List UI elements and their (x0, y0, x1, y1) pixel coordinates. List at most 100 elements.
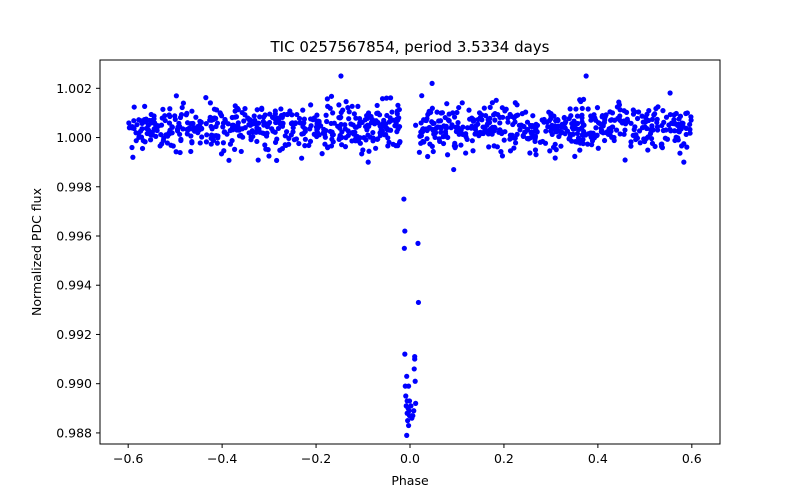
baseline-point (198, 119, 204, 125)
baseline-point (466, 107, 472, 113)
baseline-point (442, 114, 448, 121)
baseline-point (577, 147, 583, 153)
baseline-point (373, 145, 379, 151)
baseline-point (512, 140, 519, 146)
baseline-point (314, 121, 320, 127)
baseline-point (637, 140, 643, 146)
baseline-point (290, 125, 296, 131)
baseline-point (591, 112, 597, 118)
baseline-point (213, 107, 220, 113)
baseline-point (654, 127, 661, 133)
baseline-point (229, 122, 236, 128)
outlier-point (416, 149, 422, 155)
baseline-point (157, 143, 163, 149)
baseline-point (265, 147, 271, 153)
baseline-point (636, 109, 642, 115)
baseline-point (575, 135, 582, 141)
baseline-point (378, 126, 384, 132)
baseline-point (203, 95, 209, 101)
transit-point (415, 299, 422, 306)
baseline-point (131, 118, 137, 124)
outlier-point (383, 95, 390, 101)
baseline-point (564, 128, 571, 134)
baseline-point (569, 138, 575, 144)
baseline-point (284, 129, 290, 135)
baseline-point (184, 110, 190, 116)
baseline-point (342, 122, 348, 128)
baseline-point (247, 122, 253, 128)
baseline-point (240, 134, 246, 140)
baseline-point (340, 107, 346, 113)
baseline-point (469, 138, 475, 144)
baseline-point (177, 149, 183, 156)
transit-point (402, 351, 408, 357)
baseline-point (425, 153, 431, 160)
baseline-point (553, 118, 559, 124)
baseline-point (139, 145, 146, 152)
baseline-point (633, 133, 639, 140)
transit-point (405, 418, 411, 424)
outlier-point (426, 110, 432, 116)
baseline-point (489, 100, 495, 106)
baseline-point (601, 137, 608, 144)
baseline-point (203, 121, 209, 127)
baseline-point (617, 113, 623, 119)
baseline-point (143, 116, 149, 122)
baseline-point (642, 124, 648, 130)
baseline-point (417, 133, 423, 139)
baseline-point (145, 122, 151, 129)
baseline-point (446, 118, 452, 124)
transit-point (408, 413, 415, 419)
y-tick-label: 0.988 (56, 425, 92, 440)
baseline-point (291, 137, 297, 143)
baseline-point (454, 109, 460, 116)
baseline-point (527, 150, 533, 156)
baseline-point (688, 117, 694, 123)
baseline-point (480, 130, 486, 137)
baseline-point (230, 127, 236, 133)
baseline-point (173, 149, 179, 155)
baseline-point (197, 140, 203, 146)
baseline-point (460, 131, 466, 137)
baseline-point (177, 123, 183, 130)
baseline-point (636, 128, 643, 134)
baseline-point (677, 150, 683, 156)
baseline-point (649, 123, 655, 129)
baseline-point (279, 146, 286, 152)
baseline-point (142, 103, 148, 109)
baseline-point (450, 110, 456, 116)
baseline-point (275, 115, 281, 121)
baseline-point (364, 113, 370, 119)
baseline-point (353, 115, 359, 121)
baseline-point (577, 139, 583, 145)
baseline-point (278, 106, 284, 112)
baseline-point (184, 120, 191, 126)
outlier-point (338, 73, 344, 79)
baseline-point (579, 105, 585, 112)
x-tick-label: −0.2 (301, 451, 331, 466)
baseline-point (589, 142, 595, 148)
baseline-point (374, 136, 380, 142)
baseline-point (180, 100, 187, 106)
baseline-point (395, 102, 401, 108)
transit-point (411, 366, 417, 372)
baseline-point (210, 137, 217, 143)
baseline-point (189, 108, 195, 114)
baseline-point (613, 127, 620, 133)
baseline-point (208, 123, 214, 130)
transit-point (406, 398, 413, 404)
baseline-point (339, 134, 345, 141)
baseline-point (379, 96, 386, 102)
baseline-point (520, 133, 526, 139)
baseline-point (510, 121, 516, 128)
baseline-point (282, 133, 288, 139)
baseline-point (617, 131, 623, 137)
baseline-point (667, 90, 673, 96)
baseline-point (424, 136, 430, 142)
baseline-point (266, 121, 272, 127)
y-tick-label: 0.998 (56, 179, 92, 194)
x-axis-label: Phase (391, 473, 429, 488)
baseline-point (308, 102, 314, 108)
baseline-point (214, 140, 220, 146)
baseline-point (436, 118, 442, 124)
